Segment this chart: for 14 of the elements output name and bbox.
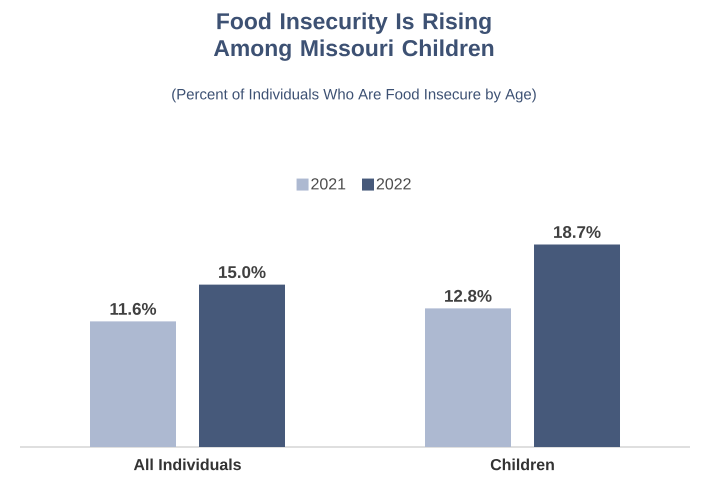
data-label: 18.7%: [554, 226, 601, 238]
x-tick-label: All Individuals: [134, 458, 241, 470]
data-label: 15.0%: [219, 266, 266, 278]
bar: [425, 308, 512, 447]
legend-label: 2022: [376, 178, 411, 190]
chart-title: Food Insecurity Is Rising Among Missouri Children: [214, 12, 494, 61]
data-label: 11.6%: [110, 302, 156, 315]
x-tick-label: Children: [490, 458, 554, 470]
chart-subtitle: (Percent of Individuals Who Are Food Insecure by Age): [172, 88, 536, 102]
bar: [534, 244, 620, 447]
data-label: 12.8%: [445, 290, 492, 302]
bar: [199, 284, 286, 447]
legend-label: 2021: [311, 178, 346, 190]
bar: [90, 321, 176, 447]
